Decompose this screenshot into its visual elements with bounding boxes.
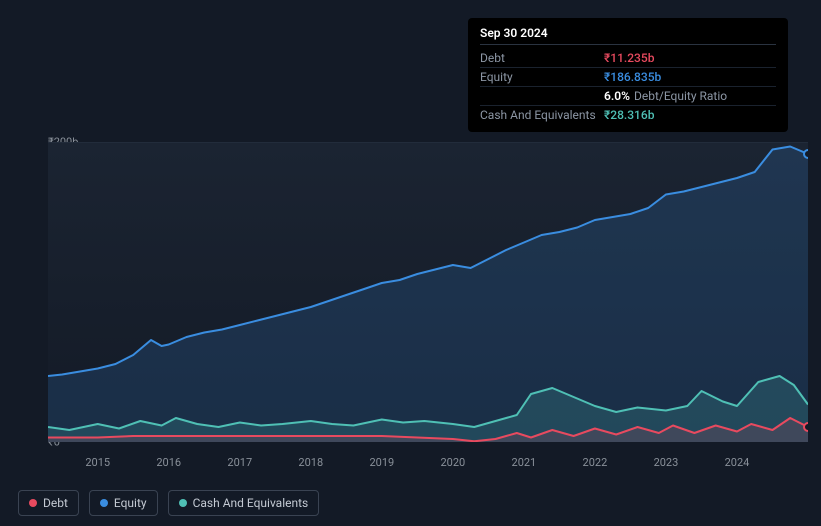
tooltip-row-label	[480, 89, 604, 103]
tooltip-row: Equity₹186.835b	[480, 68, 776, 87]
x-axis-label: 2018	[298, 456, 323, 469]
end-marker-equity	[804, 150, 808, 158]
chart-legend: Debt Equity Cash And Equivalents	[18, 490, 319, 516]
x-axis-label: 2021	[512, 456, 537, 469]
x-axis: 2015 2016 2017 2018 2019 2020 2021 2022 2023 2024	[48, 448, 808, 468]
legend-swatch-icon	[100, 499, 108, 507]
legend-swatch-icon	[179, 499, 187, 507]
x-axis-label: 2020	[440, 456, 465, 469]
chart-tooltip: Sep 30 2024 Debt₹11.235bEquity₹186.835b6…	[468, 18, 788, 132]
tooltip-ratio-value: 6.0%	[604, 89, 630, 103]
x-axis-label: 2024	[725, 456, 750, 469]
tooltip-row-label: Debt	[480, 51, 604, 65]
legend-item-equity[interactable]: Equity	[89, 490, 158, 516]
x-axis-label: 2015	[85, 456, 110, 469]
x-axis-label: 2016	[156, 456, 181, 469]
x-axis-label: 2017	[227, 456, 252, 469]
legend-item-debt[interactable]: Debt	[18, 490, 79, 516]
debt-equity-chart: ₹200b₹0 20152016201720182019202020212022…	[18, 120, 808, 510]
chart-plot-area[interactable]	[48, 142, 808, 442]
x-axis-label: 2019	[369, 456, 394, 469]
tooltip-row-value: ₹186.835b	[604, 70, 661, 84]
legend-label: Equity	[114, 496, 147, 510]
tooltip-row-value: ₹11.235b	[604, 51, 654, 65]
legend-item-cash[interactable]: Cash And Equivalents	[168, 490, 320, 516]
x-axis-label: 2022	[583, 456, 608, 469]
legend-swatch-icon	[29, 499, 37, 507]
end-marker-debt	[804, 423, 808, 431]
tooltip-ratio-label: Debt/Equity Ratio	[634, 89, 727, 103]
tooltip-row: Debt₹11.235b	[480, 49, 776, 68]
legend-label: Debt	[43, 496, 68, 510]
tooltip-date: Sep 30 2024	[480, 26, 776, 45]
x-axis-label: 2023	[654, 456, 679, 469]
legend-label: Cash And Equivalents	[193, 496, 309, 510]
tooltip-row: 6.0% Debt/Equity Ratio	[480, 87, 776, 106]
tooltip-row-label: Equity	[480, 70, 604, 84]
